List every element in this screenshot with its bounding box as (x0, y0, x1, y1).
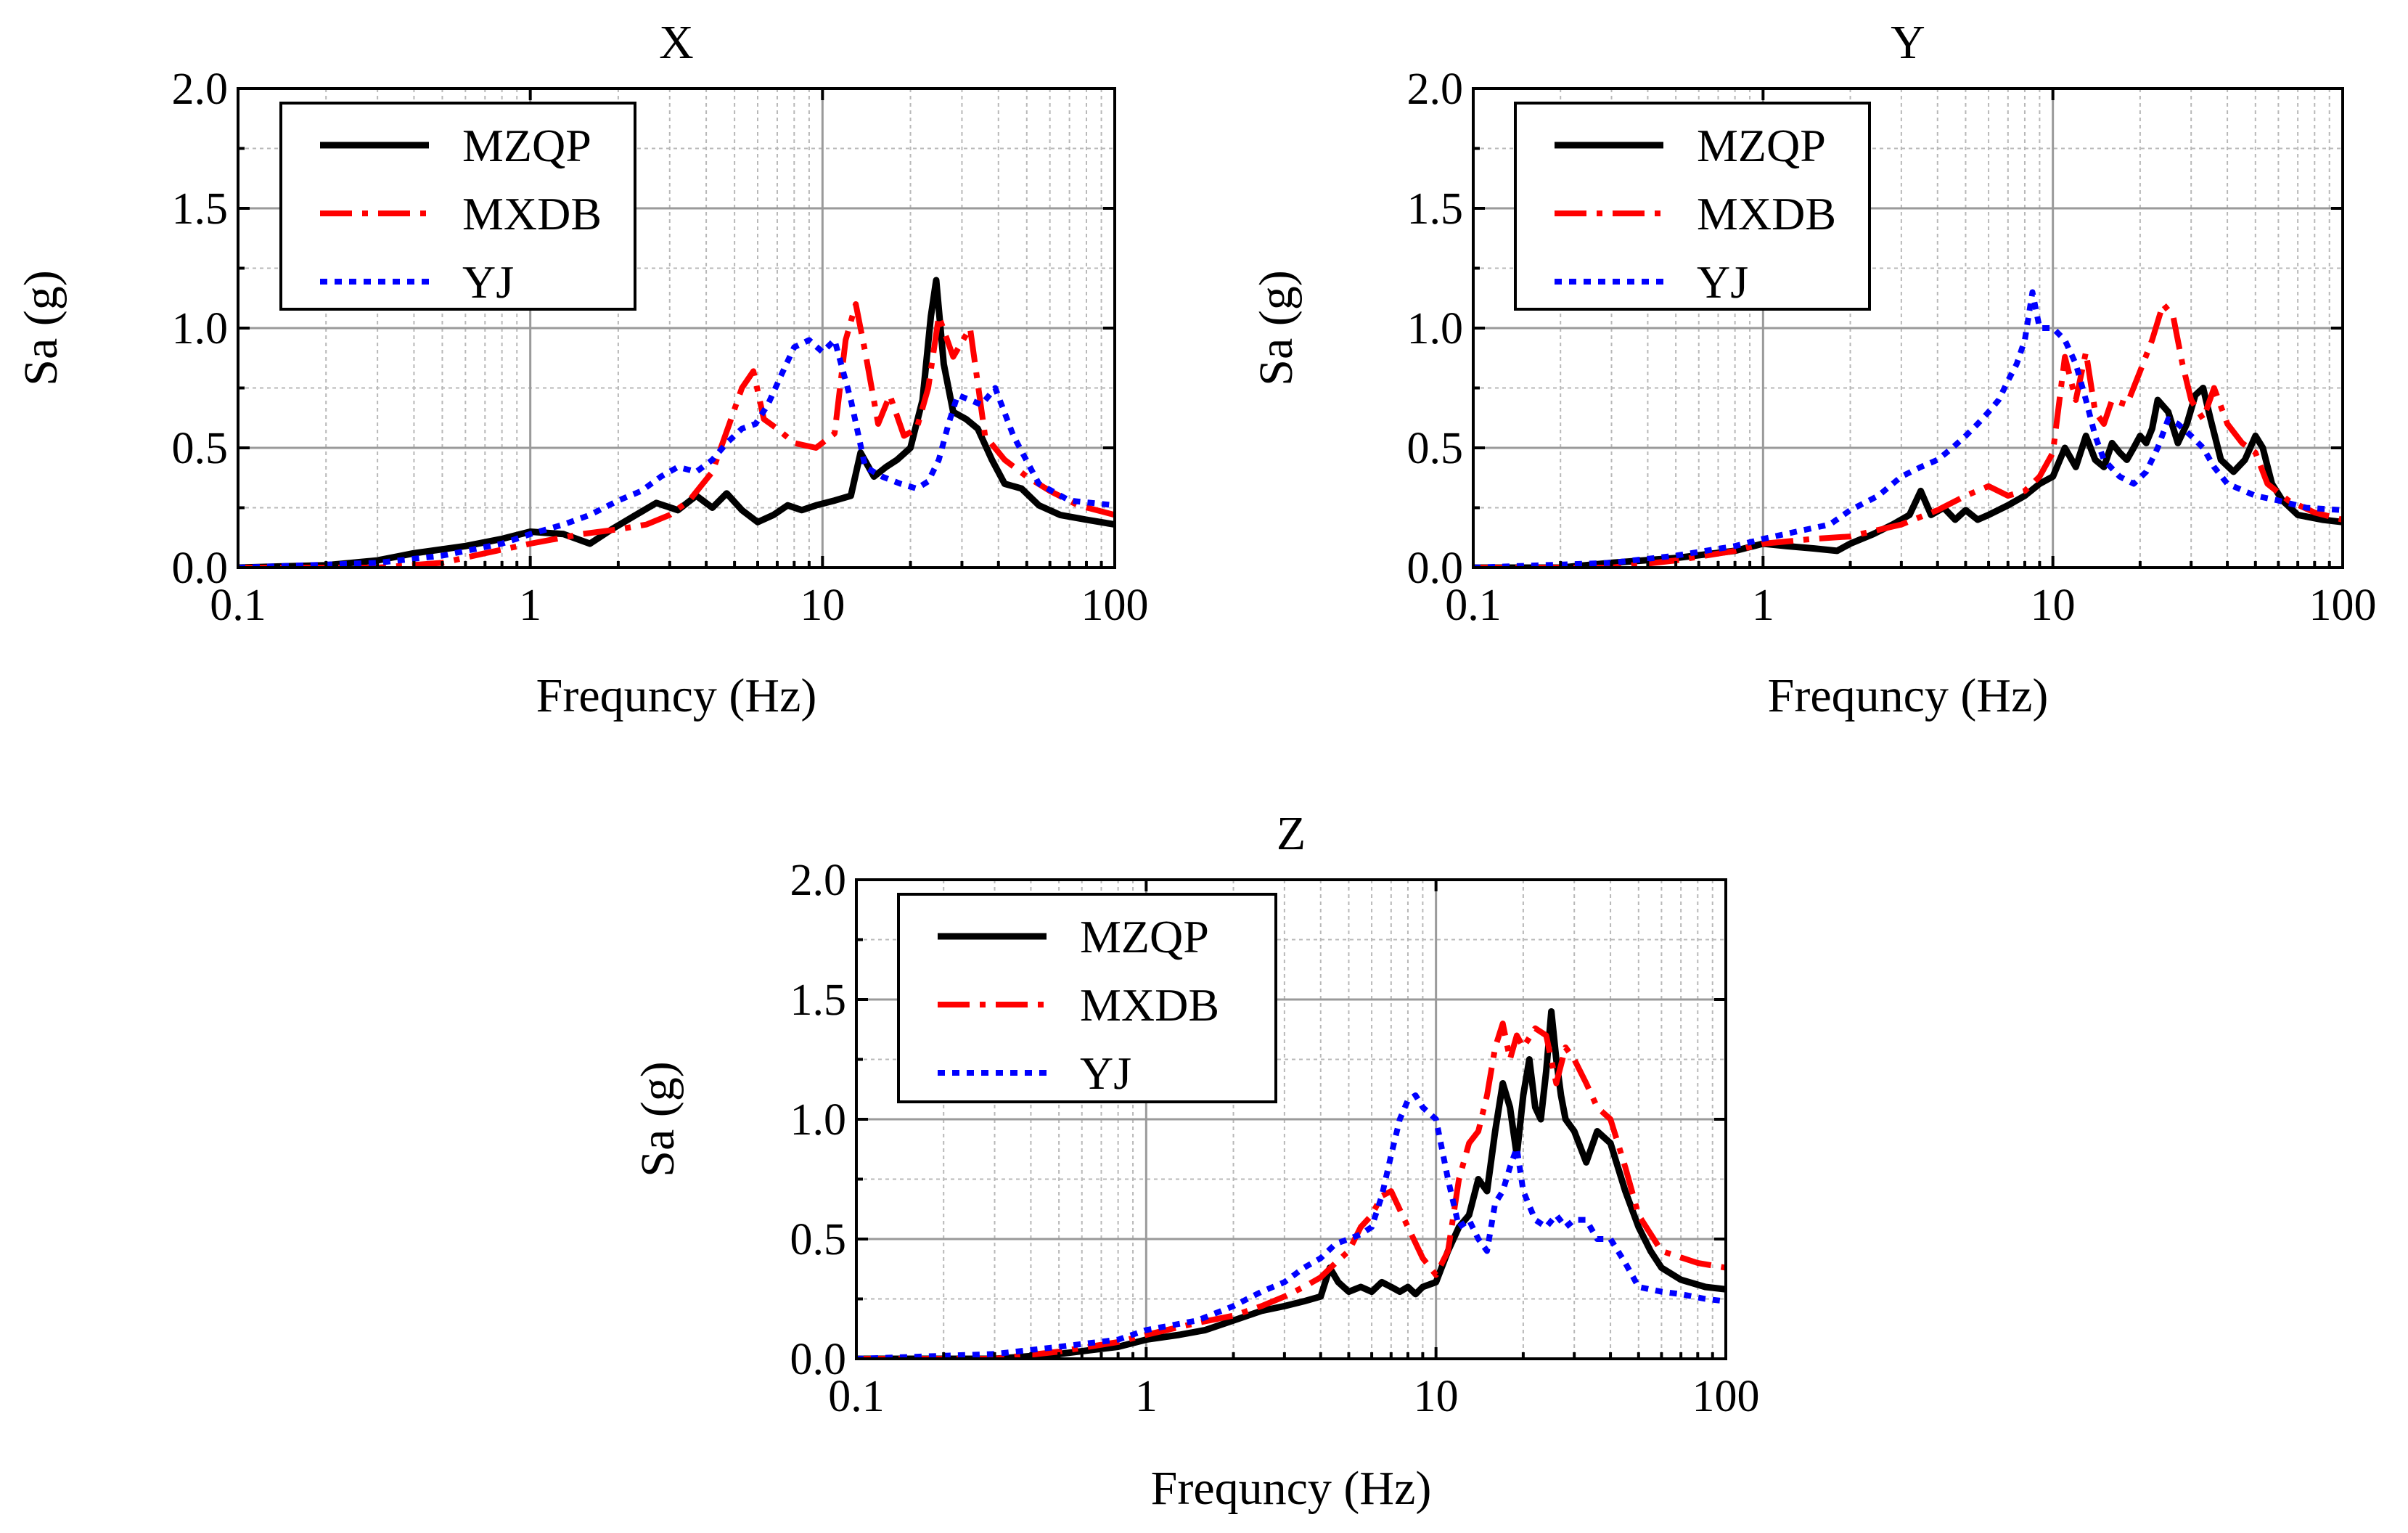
legend: MZQP MXDB YJ (897, 893, 1277, 1103)
y-tick-label: 1.0 (1407, 304, 1464, 353)
series-group (856, 1008, 1726, 1359)
x-axis-label: Frequncy (Hz) (536, 669, 817, 722)
series-line-mxdb (238, 301, 1115, 568)
chart-panel-y: Y Frequncy (Hz) Sa (g) 0.1 1 10 100 0.0 0.5 1.… (1250, 16, 2377, 722)
legend-label-mxdb: MXDB (1080, 979, 1219, 1031)
x-tick-label: 10 (800, 581, 845, 630)
chart-panel-x: X Frequncy (Hz) Sa (g) 0.1 1 10 100 0.0 0.5 1.… (15, 16, 1149, 722)
x-tick-label: 100 (1692, 1372, 1760, 1421)
chart-title: Z (1277, 807, 1306, 860)
y-tick-label: 0.0 (790, 1335, 847, 1384)
chart-title: X (659, 16, 694, 69)
x-tick-label: 100 (2309, 581, 2377, 630)
y-tick-label: 1.5 (172, 184, 229, 234)
series-group (1473, 289, 2343, 568)
y-tick-label: 1.5 (1407, 184, 1464, 234)
series-group (238, 277, 1115, 568)
x-tick-label: 1 (519, 581, 541, 630)
legend: MZQP MXDB YJ (279, 102, 636, 311)
y-tick-label: 0.5 (172, 424, 229, 473)
y-axis-label: Sa (g) (1250, 270, 1303, 385)
x-tick-label: 0.1 (210, 581, 266, 630)
x-axis-label: Frequncy (Hz) (1151, 1462, 1432, 1515)
series-line-yj (238, 337, 1115, 568)
y-tick-label: 2.0 (172, 65, 229, 114)
series-line-mzqp (856, 1008, 1726, 1359)
x-tick-label: 1 (1752, 581, 1774, 630)
x-tick-label: 100 (1081, 581, 1149, 630)
series-line-mzqp (238, 277, 1115, 568)
legend-label-mzqp: MZQP (1080, 911, 1209, 962)
x-axis-label: Frequncy (Hz) (1768, 669, 2049, 722)
legend-label-yj: YJ (1080, 1047, 1131, 1099)
series-line-yj (856, 1092, 1726, 1359)
series-line-mxdb (1473, 301, 2343, 568)
y-tick-label: 1.0 (172, 304, 229, 353)
y-tick-label: 0.5 (790, 1215, 847, 1264)
y-tick-label: 2.0 (790, 856, 847, 905)
x-tick-label: 0.1 (828, 1372, 885, 1421)
y-tick-label: 1.5 (790, 976, 847, 1025)
legend-label-mzqp: MZQP (462, 120, 591, 171)
legend-label-mxdb: MXDB (1697, 188, 1836, 240)
legend-box (897, 893, 1277, 1103)
y-tick-label: 0.0 (1407, 544, 1464, 593)
y-axis-label: Sa (g) (631, 1061, 684, 1177)
x-tick-label: 10 (2031, 581, 2076, 630)
x-tick-label: 0.1 (1445, 581, 1502, 630)
chart-panel-z: Z Frequncy (Hz) Sa (g) 0.1 1 10 100 0.0 0.5 1.… (631, 807, 1760, 1515)
legend-label-yj: YJ (1697, 256, 1748, 308)
legend-box (279, 102, 636, 311)
legend-label-mzqp: MZQP (1697, 120, 1826, 171)
y-axis-label: Sa (g) (15, 270, 67, 385)
legend-label-mxdb: MXDB (462, 188, 602, 240)
chart-title: Y (1891, 16, 1925, 69)
y-tick-label: 2.0 (1407, 65, 1464, 114)
x-tick-label: 10 (1414, 1372, 1459, 1421)
series-line-mzqp (1473, 385, 2343, 568)
series-line-mxdb (856, 1021, 1726, 1359)
y-tick-label: 1.0 (790, 1095, 847, 1145)
legend-label-yj: YJ (462, 256, 514, 308)
legend: MZQP MXDB YJ (1514, 102, 1871, 311)
y-tick-label: 0.0 (172, 544, 229, 593)
x-tick-label: 1 (1135, 1372, 1158, 1421)
legend-box (1514, 102, 1871, 311)
series-line-yj (1473, 289, 2343, 568)
y-tick-label: 0.5 (1407, 424, 1464, 473)
